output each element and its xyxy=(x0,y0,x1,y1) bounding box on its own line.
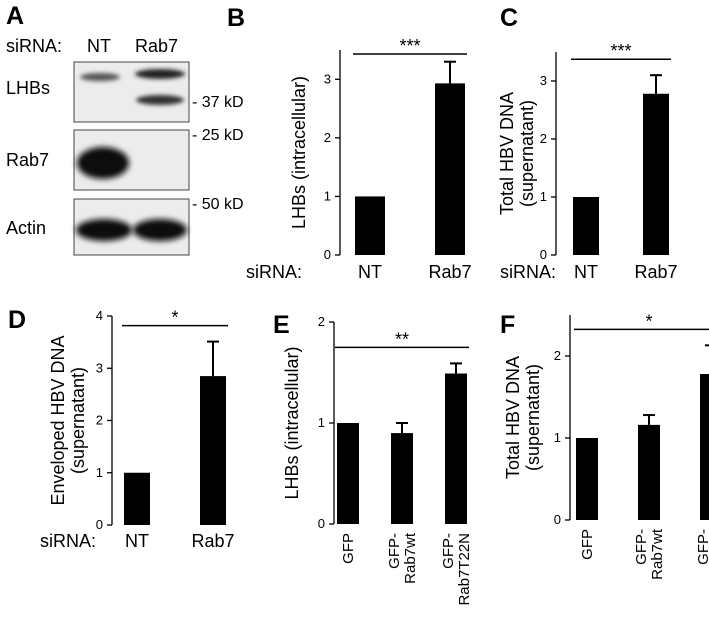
x-category-label-line: Rab7wt xyxy=(649,528,666,580)
y-axis-label: LHBs (intracellular) xyxy=(289,76,309,229)
y-tick-label: 2 xyxy=(96,413,103,428)
panel-letter-a: A xyxy=(6,2,24,30)
significance-stars: ** xyxy=(395,329,409,349)
y-tick-label: 0 xyxy=(96,517,103,532)
bar xyxy=(200,376,226,525)
bar xyxy=(700,374,709,520)
panel-letter-f: F xyxy=(500,311,515,339)
blot-band xyxy=(77,147,129,179)
bar xyxy=(638,424,660,520)
x-category-label: NT xyxy=(358,262,382,282)
blot-lane-nt: NT xyxy=(87,36,111,56)
bar xyxy=(355,196,385,255)
bar xyxy=(435,83,465,255)
chart-panel-c: 0 1 2 3 Total HBV DNA (supernatant) *** siRNA: N… xyxy=(497,41,678,282)
marker-50kd: - 50 kD xyxy=(192,196,244,213)
x-category-label-line: Rab7T22N xyxy=(456,533,473,606)
chart-panel-d: 0 1 2 3 4 Enveloped HBV DNA (supernatant) * siRN… xyxy=(40,308,235,551)
y-axis-label: Total HBV DNA xyxy=(503,356,523,479)
significance-stars: *** xyxy=(610,41,631,61)
bar xyxy=(576,438,598,520)
x-category-label: NT xyxy=(574,262,598,282)
x-category-label-line: GFP- xyxy=(633,529,650,565)
bar xyxy=(337,423,359,524)
y-tick-label: 0 xyxy=(318,516,325,531)
y-tick-label: 0 xyxy=(540,247,547,262)
y-tick-label: 1 xyxy=(324,188,331,203)
chart-panel-b: 0 1 2 3 LHBs (intracellular) *** siRNA: NT Rab7 xyxy=(246,36,472,282)
x-category-label: GFP xyxy=(579,529,596,560)
y-tick-label: 2 xyxy=(540,131,547,146)
significance-stars: * xyxy=(171,308,178,328)
bar xyxy=(445,373,467,524)
x-category-label: NT xyxy=(125,531,149,551)
panel-letter-b: B xyxy=(227,4,245,32)
blot-band xyxy=(133,219,187,241)
panel-letter-e: E xyxy=(273,311,290,339)
blot-band xyxy=(135,69,185,79)
x-category-label-line: GFP- xyxy=(695,529,709,565)
marker-37kd: - 37 kD xyxy=(192,94,244,111)
x-category-label: GFP xyxy=(340,533,357,564)
y-axis-label: (supernatant) xyxy=(68,367,88,474)
blot-row-lhbs: LHBs xyxy=(6,78,50,98)
blot-row-rab7: Rab7 xyxy=(6,150,49,170)
y-axis-label: Enveloped HBV DNA xyxy=(48,335,68,505)
y-tick-label: 3 xyxy=(96,360,103,375)
y-axis-label: Total HBV DNA xyxy=(497,92,517,215)
blot-row-actin: Actin xyxy=(6,218,46,238)
y-tick-label: 1 xyxy=(554,430,561,445)
y-tick-label: 1 xyxy=(96,465,103,480)
blot-band xyxy=(80,73,120,81)
bar xyxy=(643,93,669,255)
y-tick-label: 0 xyxy=(324,247,331,262)
panel-letter-d: D xyxy=(8,306,26,334)
y-axis-label: LHBs (intracellular) xyxy=(282,346,302,499)
y-tick-label: 3 xyxy=(540,73,547,88)
x-category-label-line: GFP xyxy=(340,533,357,564)
bar xyxy=(124,472,150,525)
y-tick-label: 0 xyxy=(554,512,561,527)
y-tick-label: 2 xyxy=(554,348,561,363)
x-category-prefix: siRNA: xyxy=(500,262,556,282)
x-category-label-line: Rab7wt xyxy=(402,532,419,584)
bar xyxy=(573,197,599,255)
x-category-label: GFP-Rab7wt xyxy=(633,528,666,580)
western-blot: siRNA: NT Rab7 LHBs Rab7 Actin - 37 kD -… xyxy=(6,36,244,256)
y-tick-label: 4 xyxy=(96,308,103,323)
x-category-prefix: siRNA: xyxy=(40,531,96,551)
blot-band xyxy=(76,219,132,241)
blot-sirna-label: siRNA: xyxy=(6,36,62,56)
bar xyxy=(391,433,413,524)
blot-lane-rab7: Rab7 xyxy=(135,36,178,56)
y-axis-label: (supernatant) xyxy=(517,100,537,207)
marker-25kd: - 25 kD xyxy=(192,127,244,144)
x-category-label: Rab7 xyxy=(191,531,234,551)
y-tick-label: 2 xyxy=(324,130,331,145)
x-category-label-line: GFP- xyxy=(440,533,457,569)
x-category-label: GFP-Rab7wt xyxy=(386,532,419,584)
x-category-label: GFP-Rab7T22N xyxy=(440,533,473,606)
y-tick-label: 1 xyxy=(318,415,325,430)
x-category-label: GFP-Rab7T22N xyxy=(695,529,709,602)
x-category-label: Rab7 xyxy=(634,262,677,282)
y-tick-label: 2 xyxy=(318,314,325,329)
x-category-label-line: GFP- xyxy=(386,533,403,569)
x-category-label: Rab7 xyxy=(428,262,471,282)
significance-stars: * xyxy=(645,311,652,331)
y-tick-label: 1 xyxy=(540,189,547,204)
blot-band xyxy=(136,95,184,105)
y-tick-label: 3 xyxy=(324,71,331,86)
panel-letter-c: C xyxy=(500,4,518,32)
x-category-prefix: siRNA: xyxy=(246,262,302,282)
x-category-label-line: GFP xyxy=(579,529,596,560)
significance-stars: *** xyxy=(399,36,420,56)
y-axis-label: (supernatant) xyxy=(523,364,543,471)
